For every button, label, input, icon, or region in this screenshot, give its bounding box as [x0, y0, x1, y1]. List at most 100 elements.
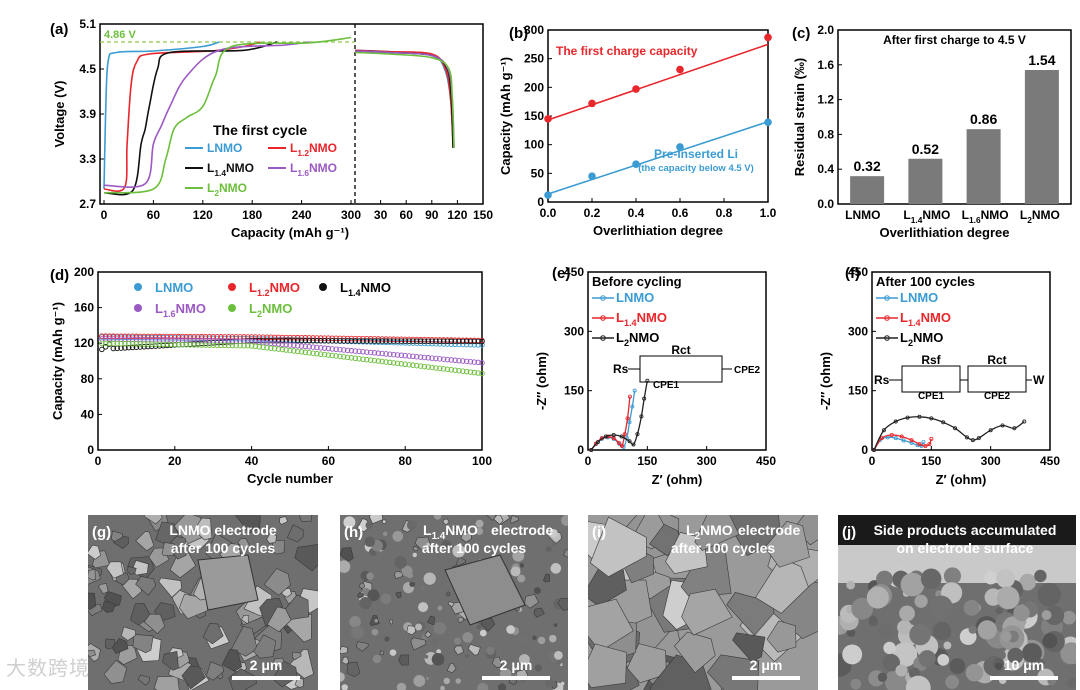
sem-particle — [883, 641, 896, 655]
sem-particle — [426, 542, 430, 547]
panel-b-ytick-label: 300 — [524, 23, 544, 37]
panel-d-point — [125, 333, 132, 340]
sem-particle — [512, 549, 525, 562]
sem-particle — [299, 588, 318, 614]
panel-d-point — [341, 347, 347, 353]
panel-f-point — [905, 415, 910, 420]
sem-particle — [846, 628, 856, 637]
panel-d-point — [467, 369, 474, 375]
sem-particle — [266, 606, 292, 633]
panel-f-point — [988, 428, 993, 433]
panel-d-point — [137, 341, 143, 347]
panel-d-point — [360, 338, 366, 344]
panel-e-curve — [590, 380, 648, 451]
sem-particle — [480, 617, 496, 632]
panel-b-point — [764, 33, 772, 42]
panel-d-point — [437, 338, 443, 345]
sem-particle — [965, 663, 984, 682]
panel-d-point — [191, 333, 197, 340]
panel-a-label: (a) — [50, 21, 68, 38]
panel-d-point — [279, 341, 286, 348]
sem-particle — [963, 599, 980, 616]
panel-d-point — [398, 352, 405, 359]
sem-particle — [533, 607, 545, 618]
panel-e-ylabel: -Z″ (ohm) — [534, 352, 549, 410]
panel-d-point — [413, 353, 420, 360]
panel-f-point — [879, 436, 884, 441]
sem-particle — [943, 567, 962, 585]
panel-d-point — [379, 338, 385, 344]
sem-particle — [161, 542, 175, 556]
panel-c-category-label: L1.6NMO — [962, 208, 1009, 225]
sem-particle — [453, 525, 460, 531]
sem-caption-line1: L2NMO — [686, 522, 733, 542]
panel-c-bar — [850, 176, 885, 204]
sem-particle — [1060, 642, 1076, 665]
panel-d-point — [356, 348, 362, 355]
sem-particle — [588, 643, 628, 689]
panel-a-xtick-label: 120 — [193, 208, 213, 222]
sem-particle — [877, 623, 894, 639]
sem-particle — [674, 631, 716, 674]
sem-panel-label: (h) — [344, 524, 363, 541]
sem-particle — [1001, 631, 1012, 642]
sem-particle — [357, 591, 364, 599]
panel-d-point — [225, 342, 232, 349]
panel-f-point — [964, 435, 969, 440]
panel-d-point — [141, 344, 147, 350]
panel-b-xtick-label: 0.2 — [584, 206, 601, 220]
sem-particle — [367, 589, 380, 602]
sem-particle — [1037, 582, 1061, 607]
sem-particle — [143, 613, 166, 635]
sem-particle — [755, 557, 809, 614]
panel-f-point — [893, 436, 898, 441]
sem-particle — [491, 656, 502, 669]
panel-d-point — [433, 355, 439, 362]
sem-particle — [237, 538, 251, 552]
panel-d-point — [294, 334, 301, 341]
panel-f-point — [871, 447, 876, 452]
panel-e-xlabel: Z′ (ohm) — [652, 472, 703, 487]
panel-e-circuit-cpe1: CPE1 — [653, 380, 680, 391]
sem-particle — [945, 675, 959, 689]
sem-particle — [553, 650, 563, 660]
panel-a-legend-label: L2NMO — [207, 181, 247, 198]
sem-particle — [426, 615, 435, 626]
panel-f-title: After 100 cycles — [876, 274, 975, 289]
sem-particle — [394, 556, 407, 569]
sem-particle — [1036, 658, 1045, 667]
sem-particle — [552, 541, 557, 546]
panel-d-xtick-label: 40 — [245, 454, 259, 468]
panel-d-point — [172, 341, 178, 348]
sem-particle — [1019, 573, 1037, 591]
sem-particle — [126, 566, 137, 575]
sem-particle — [543, 573, 551, 583]
panel-d-point — [444, 338, 451, 345]
sem-particle — [850, 678, 862, 690]
panel-d-point — [102, 340, 109, 347]
sem-particle — [462, 632, 473, 643]
panel-d-point — [329, 346, 335, 352]
panel-d-point — [298, 334, 305, 341]
panel-d-point — [314, 338, 320, 344]
panel-d-point — [410, 338, 416, 344]
panel-d-point — [383, 351, 389, 357]
panel-c-ytick-label: 0.0 — [817, 197, 834, 211]
sem-texture — [340, 515, 568, 690]
panel-f-xtick-label: 450 — [1040, 454, 1060, 468]
panel-d-point — [375, 350, 382, 356]
panel-d-point — [110, 340, 117, 347]
sem-particle — [424, 654, 429, 659]
panel-d-point — [387, 359, 393, 366]
sem-particle — [943, 641, 952, 650]
sem-panel-label: (i) — [592, 524, 606, 541]
panel-d-point — [179, 333, 186, 340]
panel-d-point — [118, 333, 124, 339]
sem-particle — [282, 594, 310, 621]
sem-particle — [475, 527, 484, 536]
panel-d-point — [367, 349, 374, 356]
panel-d-point — [379, 358, 385, 365]
panel-d-point — [452, 357, 458, 364]
panel-e-point — [611, 432, 616, 437]
panel-f-point — [941, 420, 946, 425]
